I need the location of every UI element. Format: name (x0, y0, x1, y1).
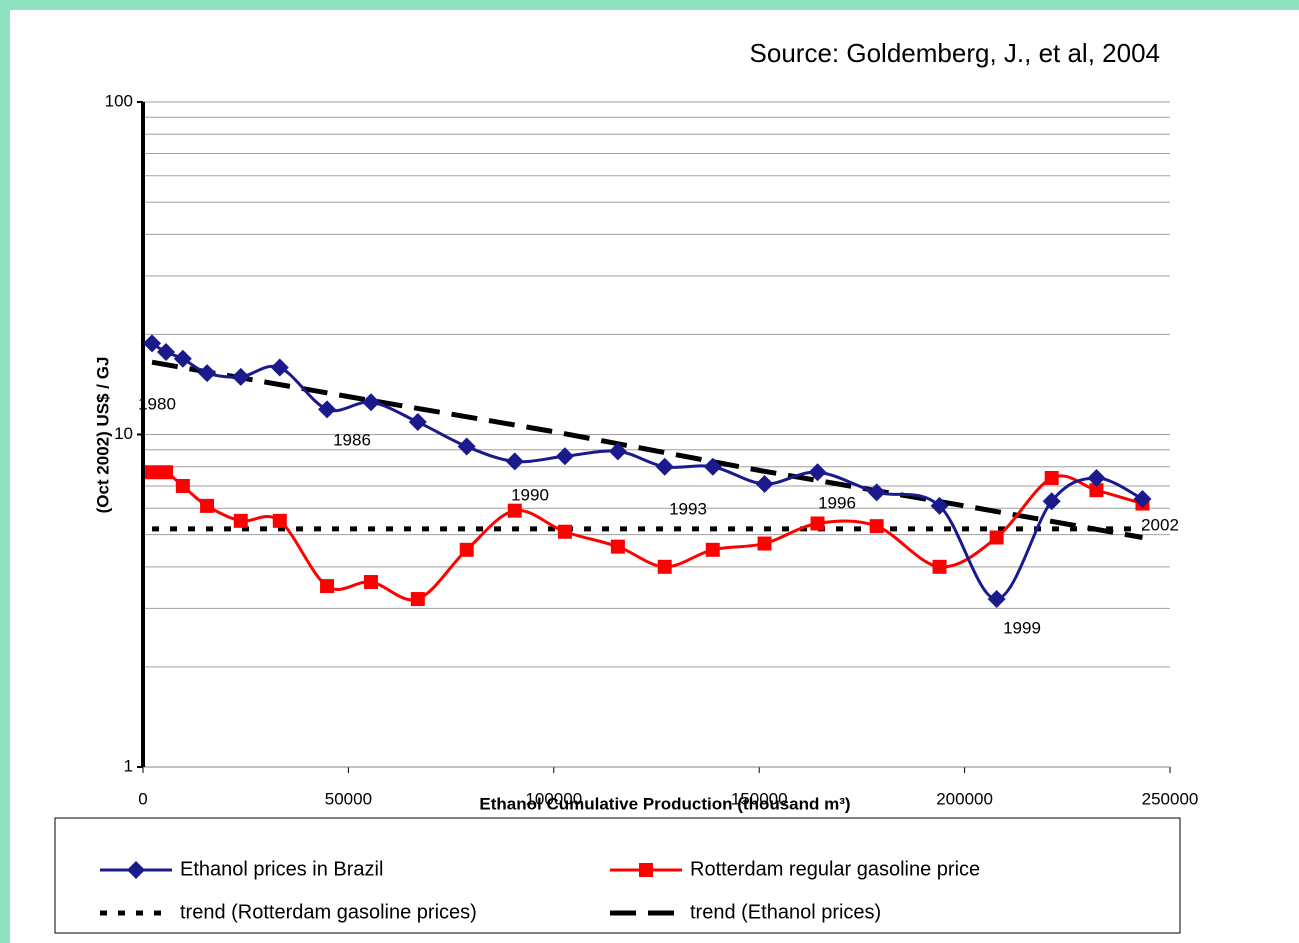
year-annotation: 1980 (138, 394, 176, 413)
legend-label: trend (Ethanol prices) (690, 901, 881, 923)
year-annotation: 1986 (333, 430, 371, 449)
data-point (157, 343, 176, 362)
data-point (1042, 492, 1061, 511)
data-point (757, 536, 772, 551)
legend-label: Ethanol prices in Brazil (180, 858, 383, 880)
y-axis-title: (Oct 2002) US$ / GJ (93, 357, 112, 514)
data-point (200, 498, 215, 513)
data-point (1044, 470, 1059, 485)
legend-marker (639, 863, 653, 877)
data-point (361, 393, 380, 412)
year-annotation: 1999 (1003, 618, 1041, 637)
data-point (173, 349, 192, 368)
x-tick-label: 0 (138, 789, 147, 808)
chart-background (10, 10, 1299, 943)
data-point (143, 334, 162, 353)
data-point (1089, 483, 1104, 498)
x-tick-label: 200000 (936, 789, 993, 808)
data-point (989, 530, 1004, 545)
data-point (1133, 489, 1152, 508)
x-tick-label: 100000 (525, 789, 582, 808)
data-point (318, 400, 337, 419)
data-point (755, 474, 774, 493)
data-point (145, 465, 160, 480)
data-point (457, 437, 476, 456)
data-point (272, 513, 287, 528)
data-point (810, 516, 825, 531)
data-point (930, 496, 949, 515)
data-point (505, 452, 524, 471)
data-point (159, 465, 174, 480)
data-point (703, 457, 722, 476)
data-point (555, 447, 574, 466)
y-tick-label: 100 (105, 91, 133, 110)
year-annotation: 1993 (669, 499, 707, 518)
y-tick-label: 1 (124, 756, 133, 775)
legend-marker (127, 861, 145, 879)
data-point (410, 592, 425, 607)
series-line (151, 359, 1143, 540)
data-point (198, 364, 217, 383)
data-point (932, 559, 947, 574)
data-point (231, 367, 250, 386)
x-tick-label: 50000 (325, 789, 372, 808)
x-tick-label: 250000 (1142, 789, 1199, 808)
data-point (507, 503, 522, 518)
data-point (1087, 468, 1106, 487)
data-point (608, 442, 627, 461)
data-point (655, 457, 674, 476)
data-point (869, 519, 884, 534)
data-point (610, 539, 625, 554)
data-point (705, 542, 720, 557)
data-point (557, 524, 572, 539)
data-point (233, 513, 248, 528)
year-annotation: 1990 (511, 485, 549, 504)
legend-label: trend (Rotterdam gasoline prices) (180, 901, 477, 923)
data-point (987, 590, 1006, 609)
data-point (320, 579, 335, 594)
data-point (459, 542, 474, 557)
data-point (657, 559, 672, 574)
data-point (363, 575, 378, 590)
source-note: Source: Goldemberg, J., et al, 2004 (750, 38, 1160, 68)
legend-label: Rotterdam regular gasoline price (690, 858, 980, 880)
data-point (175, 479, 190, 494)
year-annotation: 2002 (1141, 515, 1179, 534)
y-tick-label: 10 (114, 424, 133, 443)
data-point (867, 483, 886, 502)
data-point (408, 413, 427, 432)
data-point (808, 463, 827, 482)
x-tick-label: 150000 (731, 789, 788, 808)
x-axis-title: Ethanol Cumulative Production (thousand … (479, 794, 850, 813)
year-annotation: 1996 (818, 493, 856, 512)
data-point (270, 358, 289, 377)
